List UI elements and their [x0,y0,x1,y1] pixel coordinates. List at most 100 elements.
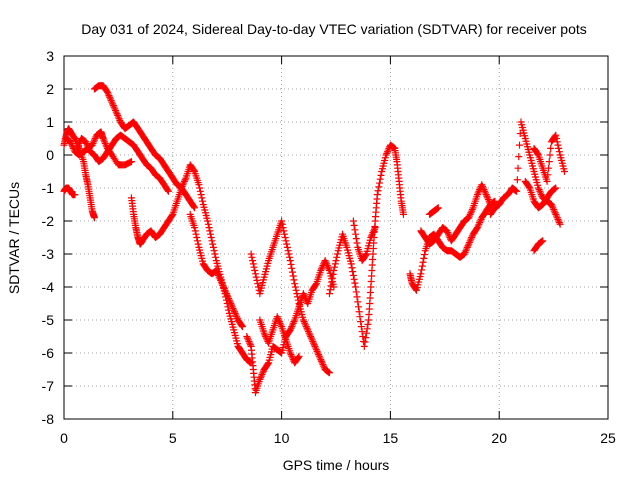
data-point-marker [222,288,230,296]
data-point-marker [364,320,372,328]
data-point-marker [209,243,217,251]
x-tick-label: 0 [60,430,68,446]
data-point-marker [250,263,258,271]
data-point-marker [476,217,484,225]
data-point-marker [474,189,482,197]
data-point-marker [90,136,98,144]
data-point-marker [479,182,487,190]
data-point-marker [555,219,563,227]
data-point-marker [301,319,309,327]
y-tick-label: 0 [46,147,54,163]
data-point-marker [358,328,366,336]
data-point-marker [287,351,295,359]
data-point-marker [482,191,490,199]
data-point-marker [276,319,284,327]
data-point-marker [536,187,544,195]
data-point-marker [101,139,109,147]
data-point-marker [325,290,333,298]
data-point-marker [196,184,204,192]
data-point-marker [67,139,75,147]
data-point-marker [195,181,203,189]
data-point-marker [370,225,378,233]
data-point-marker [83,141,91,149]
data-point-marker [317,265,325,273]
data-point-marker [383,149,391,157]
data-point-marker [256,375,264,383]
data-point-marker [355,308,363,316]
data-point-marker [168,212,176,219]
data-point-marker [231,309,239,317]
data-point-marker [198,194,206,202]
data-point-marker [164,187,172,195]
series-pass-o [417,181,494,248]
data-point-marker [310,341,318,349]
data-point-marker [349,268,357,276]
data-point-marker [468,234,476,241]
data-point-marker [306,331,314,339]
data-point-marker [419,258,427,266]
data-point-marker [253,276,261,284]
data-point-marker [444,230,452,238]
data-point-marker [164,186,172,194]
data-point-marker [217,276,225,284]
data-point-marker [370,227,378,235]
data-point-marker [376,175,384,183]
data-point-marker [222,290,230,298]
data-point-marker [537,189,545,197]
data-point-marker [352,235,360,243]
data-point-marker [220,283,228,291]
data-point-marker [463,245,471,253]
data-point-marker [374,187,382,195]
data-point-marker [483,192,491,200]
data-point-marker [206,227,214,235]
data-point-marker [328,274,336,282]
data-point-marker [466,237,474,245]
data-point-marker [75,141,83,149]
data-point-marker [322,258,330,266]
data-point-marker [300,318,308,326]
series-pass-g [186,210,246,331]
data-point-marker [465,238,473,246]
data-point-marker [357,318,365,326]
series-pass-d [73,131,172,195]
y-tick-label: -6 [42,345,55,361]
data-point-marker [243,333,251,340]
data-point-marker [347,260,355,268]
data-point-marker [321,257,329,265]
data-point-marker [286,257,294,265]
data-point-marker [475,220,483,228]
data-point-marker [257,374,265,382]
data-point-marker [73,144,81,152]
data-point-marker [245,337,253,345]
data-point-marker [191,224,199,232]
data-point-marker [190,166,198,174]
y-tick-label: -2 [42,213,55,229]
data-point-marker [211,250,219,258]
data-point-marker [513,187,521,195]
data-point-marker [275,318,283,326]
x-axis-label: GPS time / hours [283,457,390,473]
data-point-marker [312,346,320,354]
data-point-marker [307,334,315,342]
data-point-marker [312,281,320,289]
data-point-marker [89,139,97,147]
data-point-marker [218,280,226,288]
chart-title: Day 031 of 2024, Sidereal Day-to-day VTE… [81,21,587,37]
data-point-marker [107,97,115,105]
data-point-marker [106,95,114,103]
data-point-marker [280,227,288,235]
data-point-marker [420,254,428,262]
data-point-marker [473,224,481,232]
data-point-marker [412,285,420,293]
data-point-marker [351,226,359,234]
data-point-marker [363,325,371,333]
data-point-marker [318,359,326,367]
y-tick-label: -1 [42,180,55,196]
data-point-marker [285,250,293,258]
data-point-marker [109,100,117,108]
data-point-marker [291,283,299,291]
data-point-marker [376,179,384,187]
data-point-marker [549,204,557,212]
data-point-marker [550,205,558,213]
data-point-marker [367,234,375,241]
